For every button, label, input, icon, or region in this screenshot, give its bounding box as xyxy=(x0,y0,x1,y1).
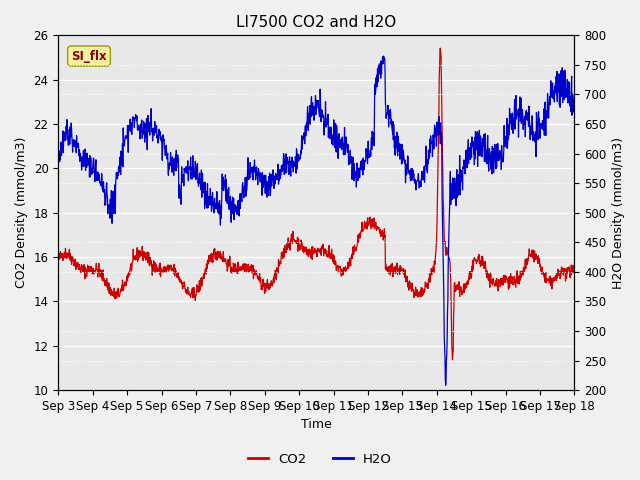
CO2 xyxy=(571,271,579,277)
CO2 xyxy=(54,256,62,262)
Line: CO2: CO2 xyxy=(58,48,575,360)
Y-axis label: H2O Density (mmol/m3): H2O Density (mmol/m3) xyxy=(612,137,625,289)
CO2 xyxy=(449,357,456,362)
X-axis label: Time: Time xyxy=(301,419,332,432)
H2O xyxy=(397,144,404,150)
Text: SI_flx: SI_flx xyxy=(71,49,107,62)
H2O xyxy=(510,116,518,122)
CO2 xyxy=(396,263,404,268)
CO2 xyxy=(436,45,444,51)
Y-axis label: CO2 Density (mmol/m3): CO2 Density (mmol/m3) xyxy=(15,137,28,288)
H2O xyxy=(54,159,62,165)
H2O xyxy=(380,53,387,59)
CO2 xyxy=(465,279,472,285)
CO2 xyxy=(510,279,518,285)
H2O xyxy=(227,203,235,209)
Line: H2O: H2O xyxy=(58,56,575,385)
H2O xyxy=(571,105,579,110)
Title: LI7500 CO2 and H2O: LI7500 CO2 and H2O xyxy=(236,15,397,30)
CO2 xyxy=(157,274,164,279)
H2O xyxy=(442,383,449,388)
CO2 xyxy=(169,267,177,273)
H2O xyxy=(169,157,177,163)
H2O xyxy=(465,137,472,143)
H2O xyxy=(157,137,164,143)
Legend: CO2, H2O: CO2, H2O xyxy=(243,447,397,471)
CO2 xyxy=(227,268,235,274)
